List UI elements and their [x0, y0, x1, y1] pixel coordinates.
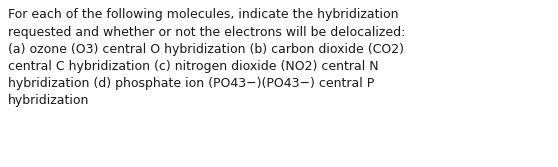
- Text: For each of the following molecules, indicate the hybridization
requested and wh: For each of the following molecules, ind…: [8, 8, 406, 107]
